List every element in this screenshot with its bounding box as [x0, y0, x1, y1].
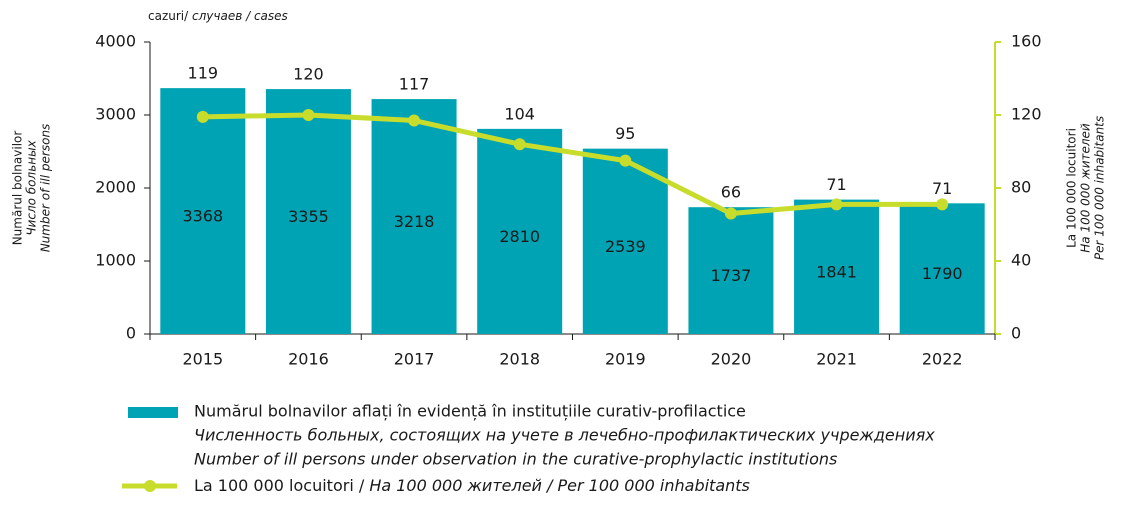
legend-swatch [128, 407, 178, 418]
line-point [724, 207, 737, 220]
y-label-line: Numărul bolnavilor [11, 131, 25, 246]
line-value-label: 104 [504, 104, 535, 123]
legend-label: Численность больных, состоящих на учете … [194, 426, 935, 445]
line-point [513, 138, 526, 151]
legend-label: Numărul bolnavilor aflați în evidență în… [194, 402, 746, 421]
line-point [196, 110, 209, 123]
line-value-label: 117 [399, 75, 430, 94]
line-value-label: 95 [615, 124, 635, 143]
line-point [830, 198, 843, 211]
legend-label-part: La 100 000 locuitori / [194, 476, 369, 495]
legend-label: Number of ill persons under observation … [194, 450, 837, 469]
x-tick-label: 2015 [182, 350, 223, 369]
bar [582, 148, 668, 334]
y-label-line: Число больных [25, 139, 39, 235]
x-tick-label: 2020 [711, 350, 752, 369]
y2-tick-label: 80 [1011, 178, 1031, 197]
y-tick-label: 1000 [95, 251, 136, 270]
x-tick-label: 2021 [816, 350, 857, 369]
bar [160, 88, 246, 334]
bar [477, 128, 563, 334]
x-tick-label: 2016 [288, 350, 329, 369]
bar [899, 203, 985, 334]
bar-value-label: 3355 [288, 207, 329, 226]
y-tick-label: 4000 [95, 32, 136, 51]
x-tick-label: 2019 [605, 350, 646, 369]
bar-value-label: 1841 [816, 262, 857, 281]
x-tick-label: 2018 [499, 350, 540, 369]
y-label: Numărul bolnavilor Число больных Number … [11, 124, 53, 253]
y2-label-line: На 100 000 жителей [1079, 123, 1093, 253]
unit-label: cazuri/ случаев / cases [148, 9, 288, 23]
line-point [302, 109, 315, 121]
y2-label-line: Per 100 000 inhabitants [1093, 116, 1107, 260]
line-point [619, 154, 632, 167]
bar-value-label: 2539 [605, 237, 646, 256]
bar [794, 199, 880, 334]
legend-marker [144, 480, 156, 492]
bar-value-label: 3218 [394, 212, 435, 231]
y2-tick-label: 160 [1011, 32, 1042, 51]
bar [688, 207, 774, 334]
line-point [936, 198, 949, 211]
bar [371, 99, 457, 334]
x-tick-label: 2022 [922, 350, 963, 369]
bar [265, 89, 351, 335]
y2-tick-label: 40 [1011, 251, 1031, 270]
line-value-label: 71 [932, 179, 952, 198]
x-tick-label: 2017 [394, 350, 435, 369]
legend-label: La 100 000 locuitori / На 100 000 жителе… [194, 476, 750, 495]
y2-tick-label: 120 [1011, 105, 1042, 124]
line-value-label: 120 [293, 65, 324, 84]
line-value-label: 119 [188, 64, 219, 83]
bar-value-label: 1790 [922, 264, 963, 283]
y-label-line: Number of ill persons [39, 124, 53, 253]
line-point [408, 114, 421, 127]
line-value-label: 66 [721, 183, 741, 202]
line-value-label: 71 [826, 175, 846, 194]
y-tick-label: 3000 [95, 105, 136, 124]
bar-value-label: 2810 [499, 227, 540, 246]
legend-label-part: На 100 000 жителей / Per 100 000 inhabit… [369, 476, 750, 495]
bar-value-label: 1737 [711, 266, 752, 285]
y-tick-label: 2000 [95, 178, 136, 197]
y2-tick-label: 0 [1011, 324, 1021, 343]
y-tick-label: 0 [126, 324, 136, 343]
bar-value-label: 3368 [182, 207, 223, 226]
y2-label: La 100 000 locuitori На 100 000 жителей … [1065, 116, 1107, 260]
y2-label-line: La 100 000 locuitori [1065, 128, 1079, 248]
line [202, 112, 943, 217]
